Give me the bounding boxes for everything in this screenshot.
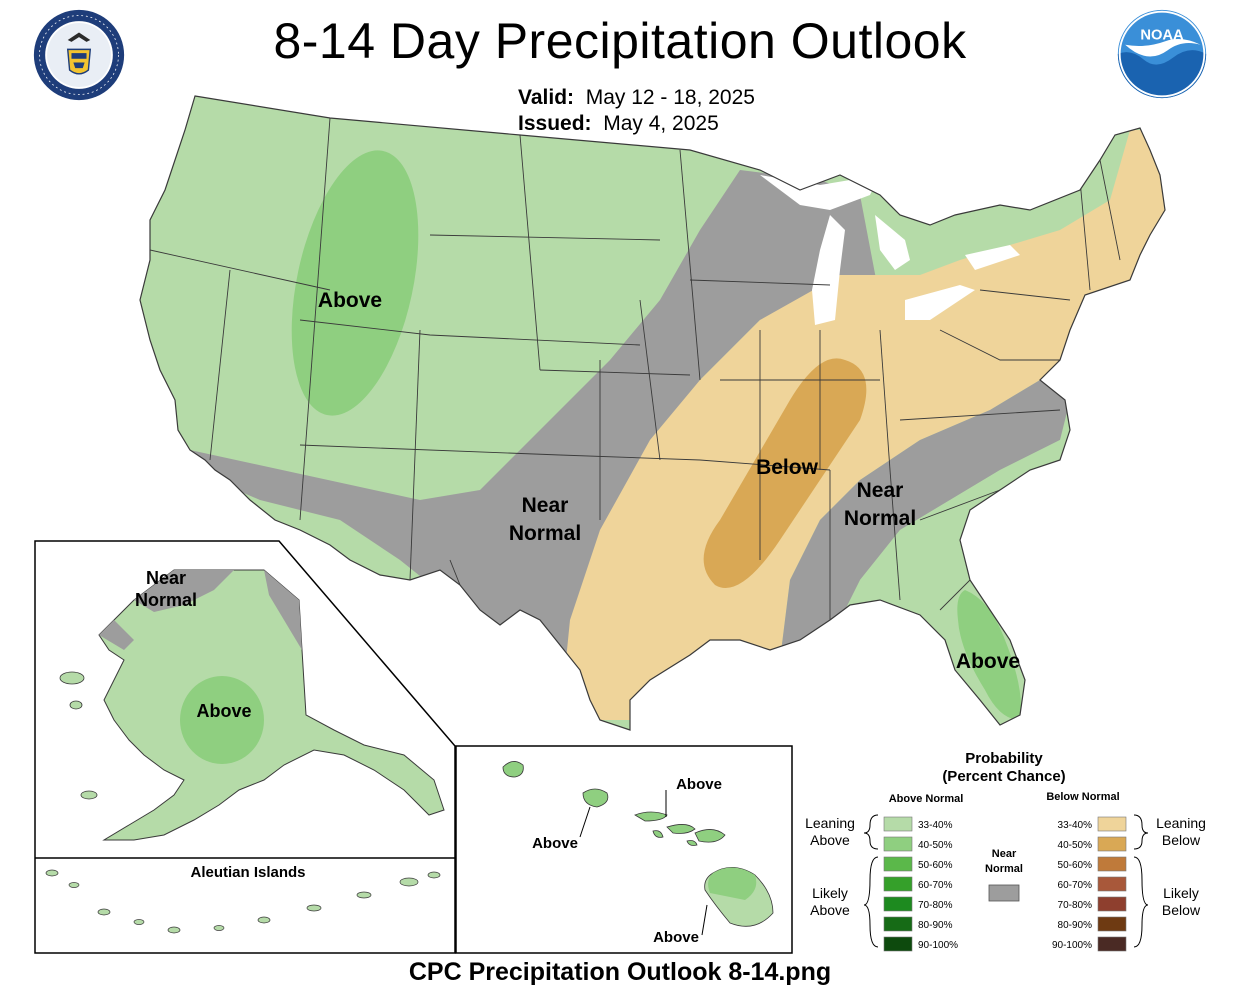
state-boundaries [149, 117, 1121, 620]
legend-above-label: 70-80% [918, 900, 953, 911]
aleutian-label: Aleutian Islands [190, 864, 305, 881]
label-near-normal-east-1: Near [857, 479, 904, 502]
legend: Probability (Percent Chance) Above Norma… [805, 750, 1206, 952]
label-above-florida: Above [956, 650, 1020, 673]
legend-below-swatch [1097, 916, 1127, 932]
legend-near-2: Normal [985, 863, 1023, 875]
legend-below-scale: 33-40% 40-50% 50-60% 60-70% 70-80% 80-90% 90-1… [1052, 816, 1127, 952]
legend-above-swatch [883, 836, 913, 852]
issued-date: Issued: May 4, 2025 [518, 112, 719, 136]
legend-above-swatch [883, 936, 913, 952]
legend-above-label: 40-50% [918, 840, 953, 851]
legend-below-label: 80-90% [1058, 920, 1093, 931]
above-normal-core-west [291, 150, 419, 416]
legend-below-header: Below Normal [1046, 791, 1119, 803]
alaska-land [98, 569, 445, 841]
legend-leaning-above-1: Leaning [805, 815, 855, 831]
alaska-near-normal-east [264, 570, 302, 650]
legend-above-header: Above Normal [889, 793, 964, 805]
legend-likely-above-1: Likely [812, 885, 848, 901]
conus-outline [139, 95, 1166, 731]
hawaii-label-above-3: Above [653, 929, 699, 946]
alaska-label-near-2: Normal [135, 590, 197, 610]
legend-above-label: 33-40% [918, 820, 953, 831]
legend-title-1: Probability [965, 750, 1043, 767]
hawaii-inset: Above Above Above [455, 745, 793, 954]
legend-title-2: (Percent Chance) [942, 768, 1065, 785]
legend-leaning-below-2: Below [1162, 832, 1201, 848]
legend-above-swatch [883, 916, 913, 932]
legend-leaning-above-2: Above [810, 832, 850, 848]
caption: CPC Precipitation Outlook 8-14.png [408, 958, 832, 986]
near-normal-region-central [190, 170, 880, 720]
legend-below-label: 90-100% [1052, 940, 1092, 951]
hawaii-label-above-2: Above [532, 835, 578, 852]
lake-ontario [965, 245, 1020, 270]
issued-label: Issued: [518, 112, 592, 135]
legend-below-swatch [1097, 936, 1127, 952]
noaa-logo-text: NOAA [1140, 27, 1184, 43]
legend-below-swatch [1097, 896, 1127, 912]
legend-above-label: 90-100% [918, 940, 958, 951]
alaska-inset: Near Normal Above Aleutian Islands [34, 540, 456, 954]
alaska-island [69, 700, 83, 710]
valid-value: May 12 - 18, 2025 [585, 86, 755, 109]
legend-likely-above-2: Above [810, 902, 850, 918]
legend-below-label: 60-70% [1058, 880, 1093, 891]
label-near-normal-east-2: Normal [844, 507, 916, 530]
legend-near-1: Near [992, 848, 1017, 860]
legend-above-label: 60-70% [918, 880, 953, 891]
hawaii-big-island-core [708, 867, 757, 900]
alaska-above-core [180, 676, 264, 764]
legend-above-swatch [883, 876, 913, 892]
alaska-near-normal-west [99, 620, 134, 650]
legend-braces [863, 814, 1149, 948]
below-normal-core-region [703, 358, 867, 588]
legend-near-normal-swatch [988, 884, 1020, 902]
map-title: 8-14 Day Precipitation Outlook [273, 13, 967, 69]
alaska-island [80, 790, 98, 800]
alaska-label-above: Above [196, 701, 251, 721]
hawaii-label-above-1: Above [676, 776, 722, 793]
label-near-normal-central-2: Normal [509, 522, 581, 545]
lake-michigan [812, 215, 845, 325]
legend-below-swatch [1097, 816, 1127, 832]
alaska-island [59, 671, 85, 685]
legend-below-label: 40-50% [1058, 840, 1093, 851]
alaska-near-normal-north [134, 570, 234, 612]
legend-below-swatch [1097, 836, 1127, 852]
aleutian-islands [45, 869, 441, 934]
legend-below-label: 50-60% [1058, 860, 1093, 871]
above-normal-region-southeast [860, 440, 1080, 730]
label-above-west: Above [318, 289, 382, 312]
legend-below-label: 70-80% [1058, 900, 1093, 911]
legend-above-label: 80-90% [918, 920, 953, 931]
legend-below-label: 33-40% [1058, 820, 1093, 831]
valid-date: Valid: May 12 - 18, 2025 [518, 86, 755, 110]
legend-below-swatch [1097, 856, 1127, 872]
above-normal-core-florida [957, 590, 1021, 720]
lake-erie [905, 285, 975, 320]
label-below: Below [756, 456, 819, 479]
legend-below-swatch [1097, 876, 1127, 892]
lake-huron [875, 215, 910, 270]
legend-above-label: 50-60% [918, 860, 953, 871]
alaska-label-near-1: Near [146, 568, 186, 588]
near-normal-region-east [780, 380, 1070, 660]
legend-above-swatch [883, 856, 913, 872]
valid-label: Valid: [518, 86, 575, 109]
legend-above-swatch [883, 816, 913, 832]
legend-likely-below-2: Below [1162, 902, 1201, 918]
legend-above-swatch [883, 896, 913, 912]
legend-leaning-below-1: Leaning [1156, 815, 1206, 831]
issued-value: May 4, 2025 [603, 112, 719, 135]
hawaii-islands [502, 761, 726, 846]
doc-seal-icon [33, 9, 125, 101]
legend-likely-below-1: Likely [1163, 885, 1199, 901]
legend-above-scale: 33-40% 40-50% 50-60% 60-70% 70-80% 80-90% 90-1… [883, 816, 958, 952]
label-near-normal-central-1: Near [522, 494, 569, 517]
noaa-logo-icon: NOAA [1117, 9, 1207, 99]
